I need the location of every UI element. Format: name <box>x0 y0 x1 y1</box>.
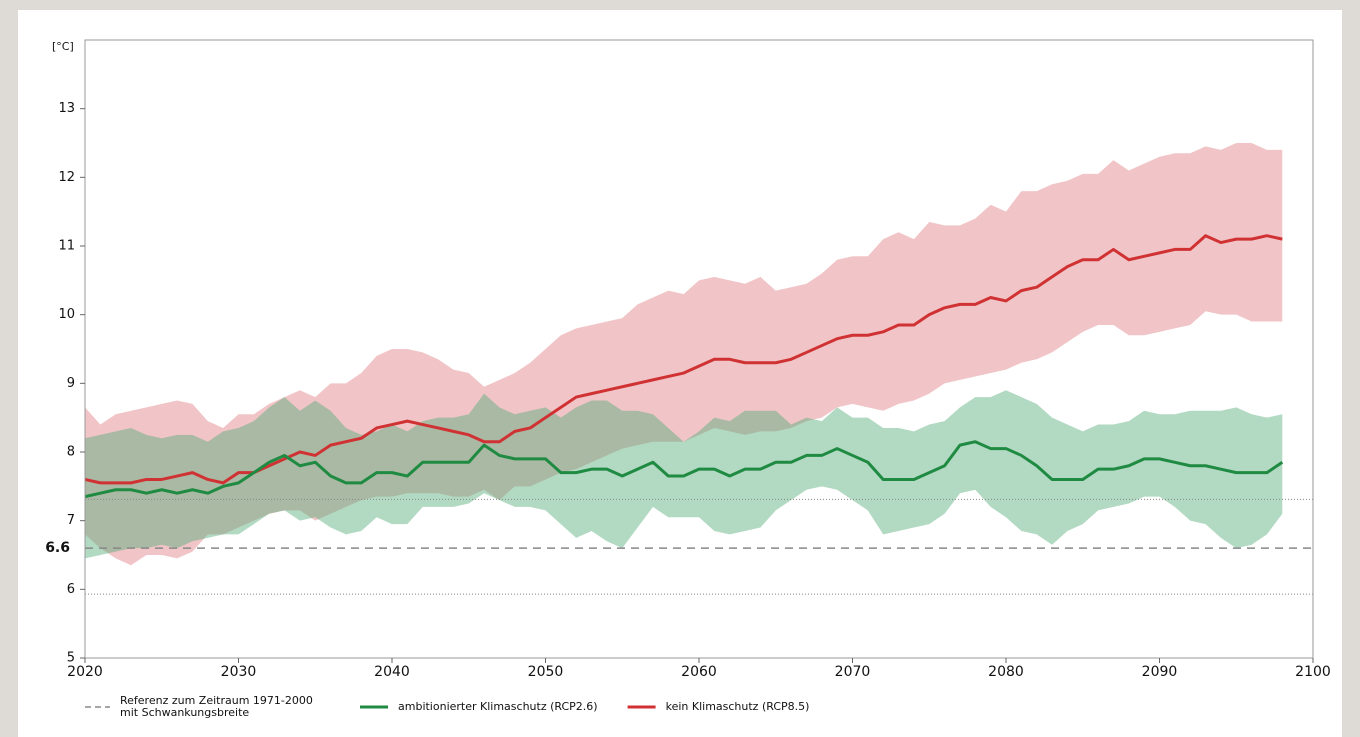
legend-label: ambitionierter Klimaschutz (RCP2.6) <box>398 700 598 713</box>
x-tick-label: 2020 <box>67 664 103 680</box>
mean-line <box>84 234 1283 485</box>
x-tick-label: 2100 <box>1295 664 1331 680</box>
x-tick-label: 2080 <box>988 664 1024 680</box>
y-tick-label: 13 <box>58 101 75 116</box>
legend-label: kein Klimaschutz (RCP8.5) <box>666 700 810 713</box>
legend-label: Referenz zum Zeitraum 1971-2000 <box>120 694 313 707</box>
y-tick-label: 10 <box>58 307 75 322</box>
uncertainty-band <box>85 390 1283 559</box>
y-tick-label: 12 <box>58 170 75 185</box>
reference-label: 6.6 <box>45 540 70 556</box>
y-tick-label: 5 <box>67 651 75 666</box>
uncertainty-band <box>85 143 1283 566</box>
y-tick-label: 11 <box>58 239 75 254</box>
y-axis-label: [°C] <box>52 40 74 53</box>
x-tick-label: 2070 <box>835 664 871 680</box>
y-tick-label: 7 <box>67 513 75 528</box>
y-tick-label: 8 <box>67 445 75 460</box>
x-tick-label: 2040 <box>374 664 410 680</box>
y-tick-label: 9 <box>67 376 75 391</box>
legend-label: mit Schwankungsbreite <box>120 706 249 719</box>
x-tick-label: 2060 <box>681 664 717 680</box>
x-tick-label: 2050 <box>528 664 564 680</box>
x-tick-label: 2090 <box>1142 664 1178 680</box>
y-tick-label: 6 <box>67 582 75 597</box>
mean-line <box>84 440 1284 499</box>
x-tick-label: 2030 <box>221 664 257 680</box>
